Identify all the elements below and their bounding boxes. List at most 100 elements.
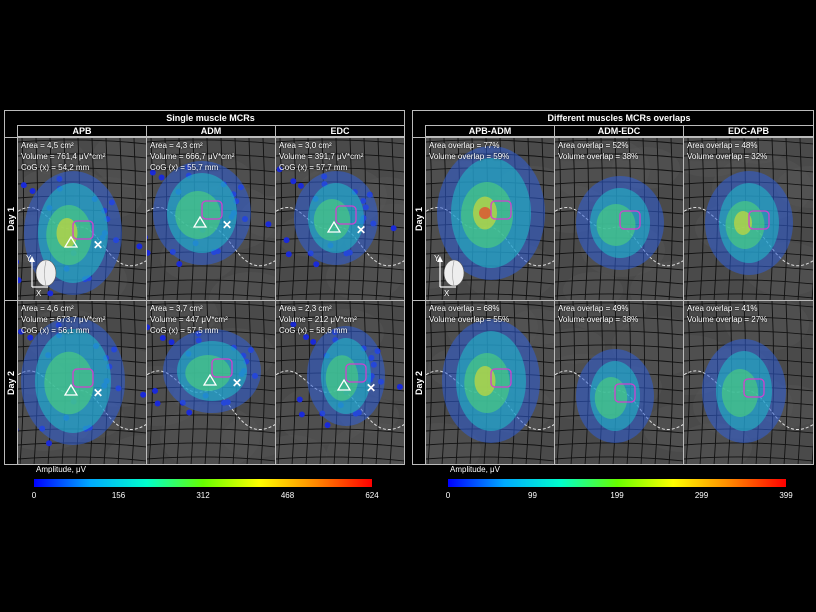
single-cell-r2-c1: ✕ Area = 4,6 cm² Volume = 673,7 μV*cm² CoG … — [17, 300, 146, 464]
single-stats-r2-c1: Area = 4,6 cm² Volume = 673,7 μV*cm² CoG (… — [21, 303, 105, 336]
single-muscle-panel: Single muscle MCRs APB ADM EDC Day 1 Day… — [4, 110, 405, 465]
row-label-day2: Day 2 — [5, 300, 17, 464]
single-map-r2-c1: ✕ — [18, 301, 146, 464]
overlap-stats-r1-c2: Area overlap = 52% Volume overlap = 38% — [558, 140, 638, 162]
row-label-day2-right: Day 2 — [413, 300, 425, 464]
left-colorbar: Amplitude, μV 0 156 312 468 624 — [31, 465, 379, 505]
single-stat-line: CoG (x) = 55,7 mm — [150, 163, 219, 172]
overlap-stat-line: Volume overlap = 38% — [558, 152, 639, 161]
overlap-stat-line: Area overlap = 49% — [558, 304, 629, 313]
single-stat-line: Area = 4,6 cm² — [21, 304, 74, 313]
single-stats-r2-c3: Area = 2,3 cm² Volume = 212 μV*cm² CoG (x)… — [279, 303, 357, 336]
single-stat-line: Area = 4,3 cm² — [150, 141, 203, 150]
overlap-stats-r1-c1: Area overlap = 77% Volume overlap = 59% — [429, 140, 509, 162]
overlap-cell-r1-c2: Area overlap = 52% Volume overlap = 38% — [554, 137, 683, 300]
overlap-cell-r1-c1: Area overlap = 77% Volume overlap = 59% Y… — [425, 137, 554, 300]
single-stat-line: CoG (x) = 58,6 mm — [279, 326, 348, 335]
colorbar-tick-label: 299 — [694, 491, 709, 500]
single-cell-r1-c1: ✕ Area = 4,5 cm² Volume = 761,4 μV*cm² CoG … — [17, 137, 146, 300]
single-stats-r1-c1: Area = 4,5 cm² Volume = 761,4 μV*cm² CoG (… — [21, 140, 105, 173]
single-stats-r2-c2: Area = 3,7 cm² Volume = 447 μV*cm² CoG (x)… — [150, 303, 228, 336]
svg-text:✕: ✕ — [93, 386, 103, 400]
single-map-r1-c3: ✕ — [276, 138, 404, 300]
single-map-r1-c2: ✕ — [147, 138, 275, 300]
right-colorbar-label: Amplitude, μV — [450, 465, 500, 474]
axis-x-label: X — [36, 289, 42, 297]
overlap-stat-line: Volume overlap = 27% — [687, 315, 768, 324]
single-stat-line: Area = 3,7 cm² — [150, 304, 203, 313]
overlap-cell-r1-c3: Area overlap = 48% Volume overlap = 32% — [683, 137, 813, 300]
overlap-title: Different muscles MCRs overlaps — [425, 111, 813, 126]
col-head-adm: ADM — [146, 125, 275, 137]
svg-text:✕: ✕ — [232, 376, 242, 390]
right-colorbar-gradient — [448, 479, 786, 487]
svg-text:✕: ✕ — [366, 381, 376, 395]
overlap-panel: Different muscles MCRs overlaps APB-ADM … — [412, 110, 814, 465]
overlap-stat-line: Volume overlap = 55% — [429, 315, 510, 324]
colorbar-tick-label: 0 — [445, 491, 451, 500]
overlap-stats-r1-c3: Area overlap = 48% Volume overlap = 32% — [687, 140, 767, 162]
single-cell-r2-c3: ✕ Area = 2,3 cm² Volume = 212 μV*cm² CoG (x… — [275, 300, 404, 464]
single-stat-line: CoG (x) = 56,1 mm — [21, 326, 90, 335]
axis-orientation-icon: Y X — [26, 253, 60, 300]
left-colorbar-gradient — [34, 479, 372, 487]
colorbar-tick-label: 624 — [365, 491, 379, 500]
left-colorbar-label: Amplitude, μV — [36, 465, 86, 474]
single-stat-line: Volume = 212 μV*cm² — [279, 315, 357, 324]
col-head-edc-apb: EDC-APB — [683, 125, 813, 137]
axis-orientation-icon: Y X — [434, 253, 468, 300]
single-stat-line: Area = 2,3 cm² — [279, 304, 332, 313]
single-map-r2-c2: ✕ — [147, 301, 275, 464]
overlap-stat-line: Area overlap = 41% — [687, 304, 758, 313]
overlap-map-r1-c2 — [555, 138, 683, 300]
overlap-cell-r2-c3: Area overlap = 41% Volume overlap = 27% — [683, 300, 813, 464]
single-stat-line: Volume = 666,7 μV*cm² — [150, 152, 235, 161]
col-head-adm-edc: ADM-EDC — [554, 125, 683, 137]
right-colorbar: Amplitude, μV 0 99 199 299 399 — [445, 465, 793, 505]
colorbar-tick-label: 399 — [779, 491, 793, 500]
single-map-r2-c3: ✕ — [276, 301, 404, 464]
overlap-map-r1-c1 — [426, 138, 554, 300]
row-label-day1: Day 1 — [5, 137, 17, 300]
single-stat-line: Volume = 761,4 μV*cm² — [21, 152, 106, 161]
overlap-cell-r2-c1: Area overlap = 68% Volume overlap = 55% — [425, 300, 554, 464]
svg-text:✕: ✕ — [356, 223, 366, 237]
overlap-stats-r2-c3: Area overlap = 41% Volume overlap = 27% — [687, 303, 767, 325]
axis-y-label: Y — [434, 254, 440, 263]
overlap-stat-line: Volume overlap = 32% — [687, 152, 768, 161]
single-stats-r1-c2: Area = 4,3 cm² Volume = 666,7 μV*cm² CoG (… — [150, 140, 234, 173]
colorbar-tick-label: 156 — [111, 491, 126, 500]
overlap-map-r2-c3 — [684, 301, 813, 464]
single-stat-line: Volume = 391,7 μV*cm² — [279, 152, 364, 161]
overlap-cell-r2-c2: Area overlap = 49% Volume overlap = 38% — [554, 300, 683, 464]
col-head-edc: EDC — [275, 125, 404, 137]
single-stat-line: CoG (x) = 54,2 mm — [21, 163, 90, 172]
single-stat-line: CoG (x) = 57,5 mm — [150, 326, 219, 335]
axis-x-label: X — [444, 289, 450, 297]
single-stat-line: Area = 3,0 cm² — [279, 141, 332, 150]
svg-text:✕: ✕ — [222, 218, 232, 232]
col-head-apb: APB — [17, 125, 146, 137]
overlap-stats-r2-c2: Area overlap = 49% Volume overlap = 38% — [558, 303, 638, 325]
single-cell-r1-c2: ✕ Area = 4,3 cm² Volume = 666,7 μV*cm² CoG … — [146, 137, 275, 300]
overlap-stat-line: Volume overlap = 38% — [558, 315, 639, 324]
overlap-map-r2-c2 — [555, 301, 683, 464]
col-head-apb-adm: APB-ADM — [425, 125, 554, 137]
colorbar-tick-label: 312 — [196, 491, 210, 500]
overlap-stats-r2-c1: Area overlap = 68% Volume overlap = 55% — [429, 303, 509, 325]
colorbar-tick-label: 99 — [528, 491, 537, 500]
svg-text:✕: ✕ — [93, 238, 103, 252]
overlap-stat-line: Area overlap = 52% — [558, 141, 629, 150]
overlap-stat-line: Area overlap = 77% — [429, 141, 500, 150]
single-stat-line: Area = 4,5 cm² — [21, 141, 74, 150]
overlap-stat-line: Area overlap = 48% — [687, 141, 758, 150]
row-label-day1-right: Day 1 — [413, 137, 425, 300]
overlap-stat-line: Area overlap = 68% — [429, 304, 500, 313]
colorbar-tick-label: 0 — [31, 491, 37, 500]
single-stat-line: CoG (x) = 57,7 mm — [279, 163, 348, 172]
single-stat-line: Volume = 673,7 μV*cm² — [21, 315, 106, 324]
single-stats-r1-c3: Area = 3,0 cm² Volume = 391,7 μV*cm² CoG (… — [279, 140, 363, 173]
single-muscle-title: Single muscle MCRs — [17, 111, 404, 126]
colorbar-tick-label: 199 — [610, 491, 624, 500]
axis-y-label: Y — [26, 254, 32, 263]
